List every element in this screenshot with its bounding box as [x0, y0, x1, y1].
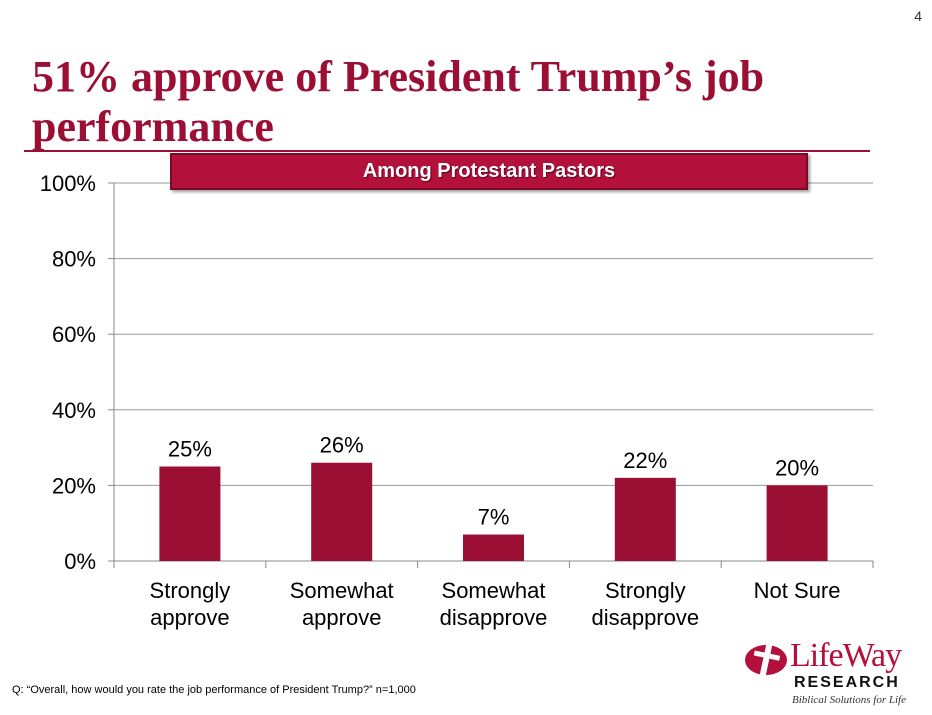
logo-tagline: Biblical Solutions for Life [792, 694, 906, 706]
data-label: 7% [478, 505, 510, 530]
survey-question-footnote: Q: “Overall, how would you rate the job … [12, 684, 416, 696]
y-tick-label: 60% [52, 322, 96, 347]
x-category-label: Not Sure [754, 578, 841, 603]
data-label: 22% [623, 448, 667, 473]
chart-banner: Among Protestant Pastors [170, 153, 808, 190]
y-tick-label: 100% [40, 171, 96, 196]
x-category-label: Somewhat [290, 578, 394, 603]
bar [614, 477, 676, 561]
cross-circle-icon [745, 643, 787, 677]
title-divider [24, 150, 870, 152]
page-number: 4 [914, 8, 922, 24]
logo-research: RESEARCH [794, 674, 900, 691]
x-category-label: disapprove [440, 605, 548, 630]
bar [159, 466, 221, 561]
bar [311, 462, 373, 561]
slide-title: 51% approve of President Trump’s job per… [32, 52, 765, 151]
bar [766, 485, 828, 561]
logo-wordmark: LifeWay [790, 637, 902, 674]
x-category-label: approve [150, 605, 230, 630]
data-label: 20% [775, 455, 819, 480]
bar [463, 534, 524, 561]
x-category-label: Somewhat [442, 578, 546, 603]
data-label: 26% [320, 433, 364, 458]
y-tick-label: 80% [52, 247, 96, 272]
x-category-label: disapprove [591, 605, 699, 630]
data-label: 25% [168, 437, 212, 462]
x-category-label: approve [302, 605, 382, 630]
y-tick-label: 40% [52, 398, 96, 423]
x-category-label: Strongly [150, 578, 231, 603]
x-category-label: Strongly [605, 578, 686, 603]
y-tick-label: 20% [52, 473, 96, 498]
lifeway-logo: LifeWay RESEARCH Biblical Solutions for … [744, 638, 924, 708]
y-tick-label: 0% [64, 549, 96, 574]
